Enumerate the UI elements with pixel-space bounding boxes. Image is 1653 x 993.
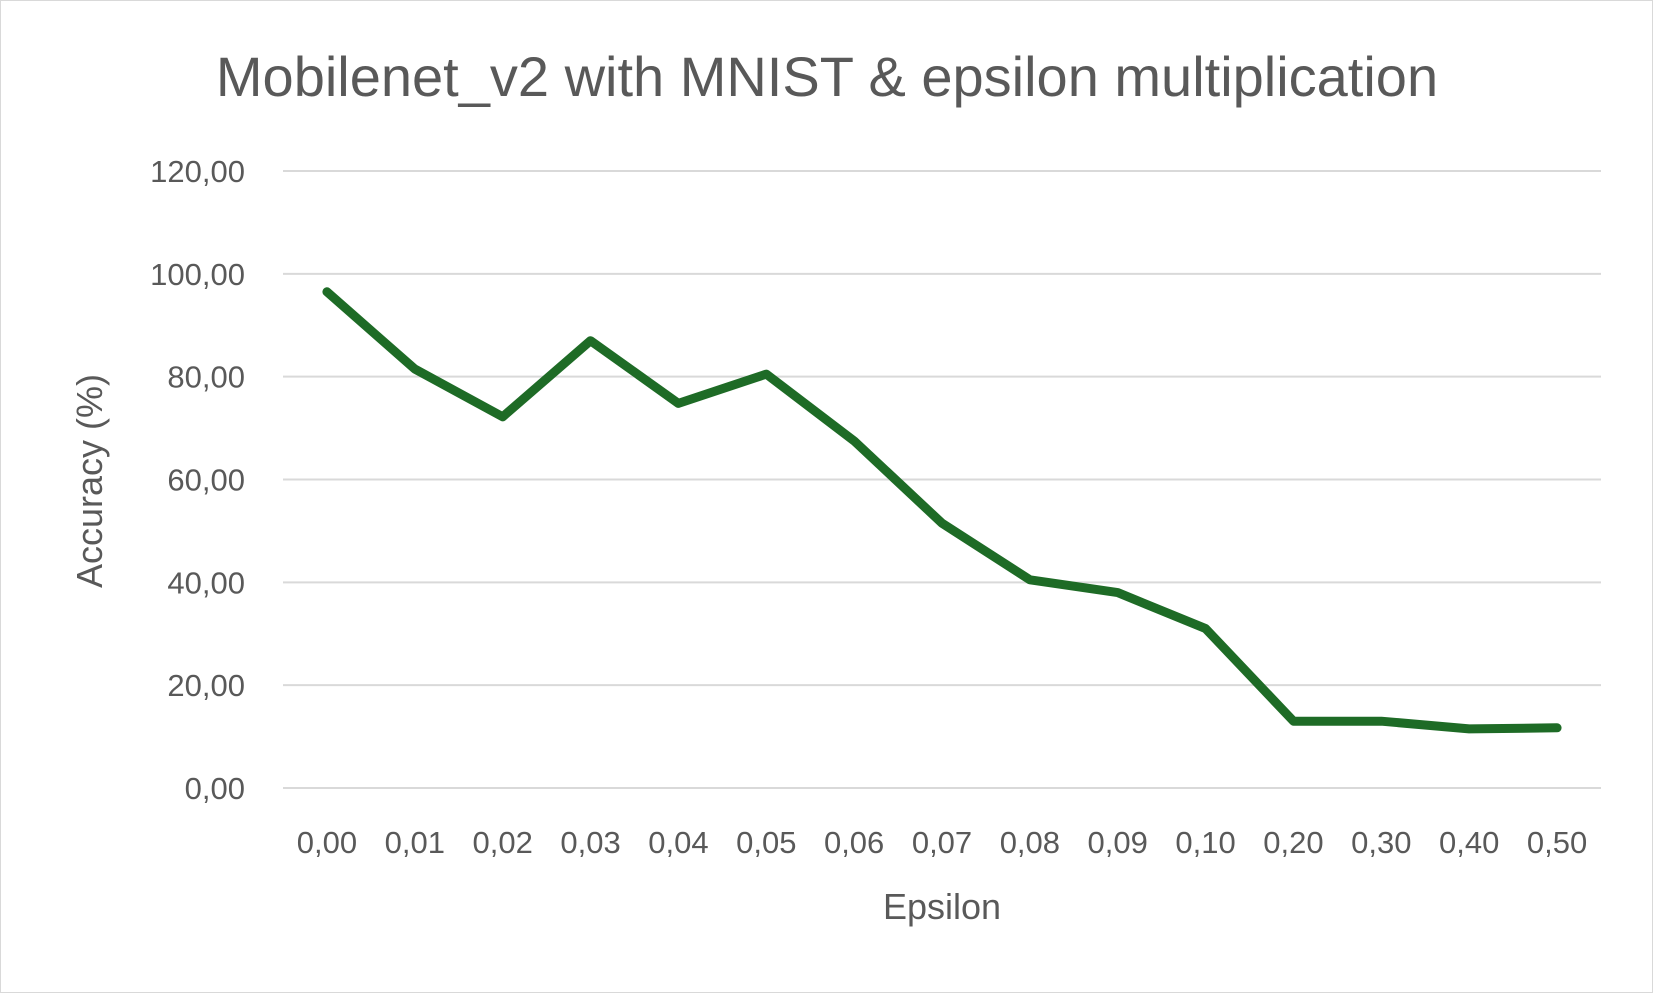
y-tick-label: 20,00 — [167, 668, 245, 703]
x-tick-labels: 0,00 0,01 0,02 0,03 0,04 0,05 0,06 0,07 0,08 0,09… — [297, 825, 1587, 860]
x-tick-label: 0,40 — [1439, 825, 1499, 860]
gridlines — [283, 170, 1601, 789]
y-axis-title: Accuracy (%) — [69, 374, 110, 588]
y-tick-label: 100,00 — [150, 257, 245, 292]
x-tick-label: 0,06 — [824, 825, 884, 860]
x-tick-label: 0,04 — [648, 825, 708, 860]
x-tick-label: 0,09 — [1088, 825, 1148, 860]
series-line — [322, 287, 1562, 734]
x-tick-label: 0,08 — [1000, 825, 1060, 860]
series-lines — [322, 287, 1562, 734]
y-tick-label: 0,00 — [185, 771, 245, 806]
chart-title: Mobilenet_v2 with MNIST & epsilon multip… — [216, 45, 1438, 108]
x-tick-label: 0,30 — [1351, 825, 1411, 860]
x-tick-label: 0,50 — [1527, 825, 1587, 860]
x-tick-label: 0,00 — [297, 825, 357, 860]
y-tick-labels: 0,00 20,00 40,00 60,00 80,00 100,00 120,00 — [150, 154, 245, 806]
x-axis-title: Epsilon — [883, 886, 1001, 927]
x-tick-label: 0,10 — [1175, 825, 1235, 860]
x-tick-label: 0,02 — [472, 825, 532, 860]
y-tick-label: 40,00 — [167, 565, 245, 600]
x-tick-label: 0,07 — [912, 825, 972, 860]
y-tick-label: 80,00 — [167, 360, 245, 395]
y-tick-label: 120,00 — [150, 154, 245, 189]
x-tick-label: 0,01 — [385, 825, 445, 860]
x-tick-label: 0,05 — [736, 825, 796, 860]
y-tick-label: 60,00 — [167, 463, 245, 498]
x-tick-label: 0,20 — [1263, 825, 1323, 860]
x-tick-label: 0,03 — [560, 825, 620, 860]
